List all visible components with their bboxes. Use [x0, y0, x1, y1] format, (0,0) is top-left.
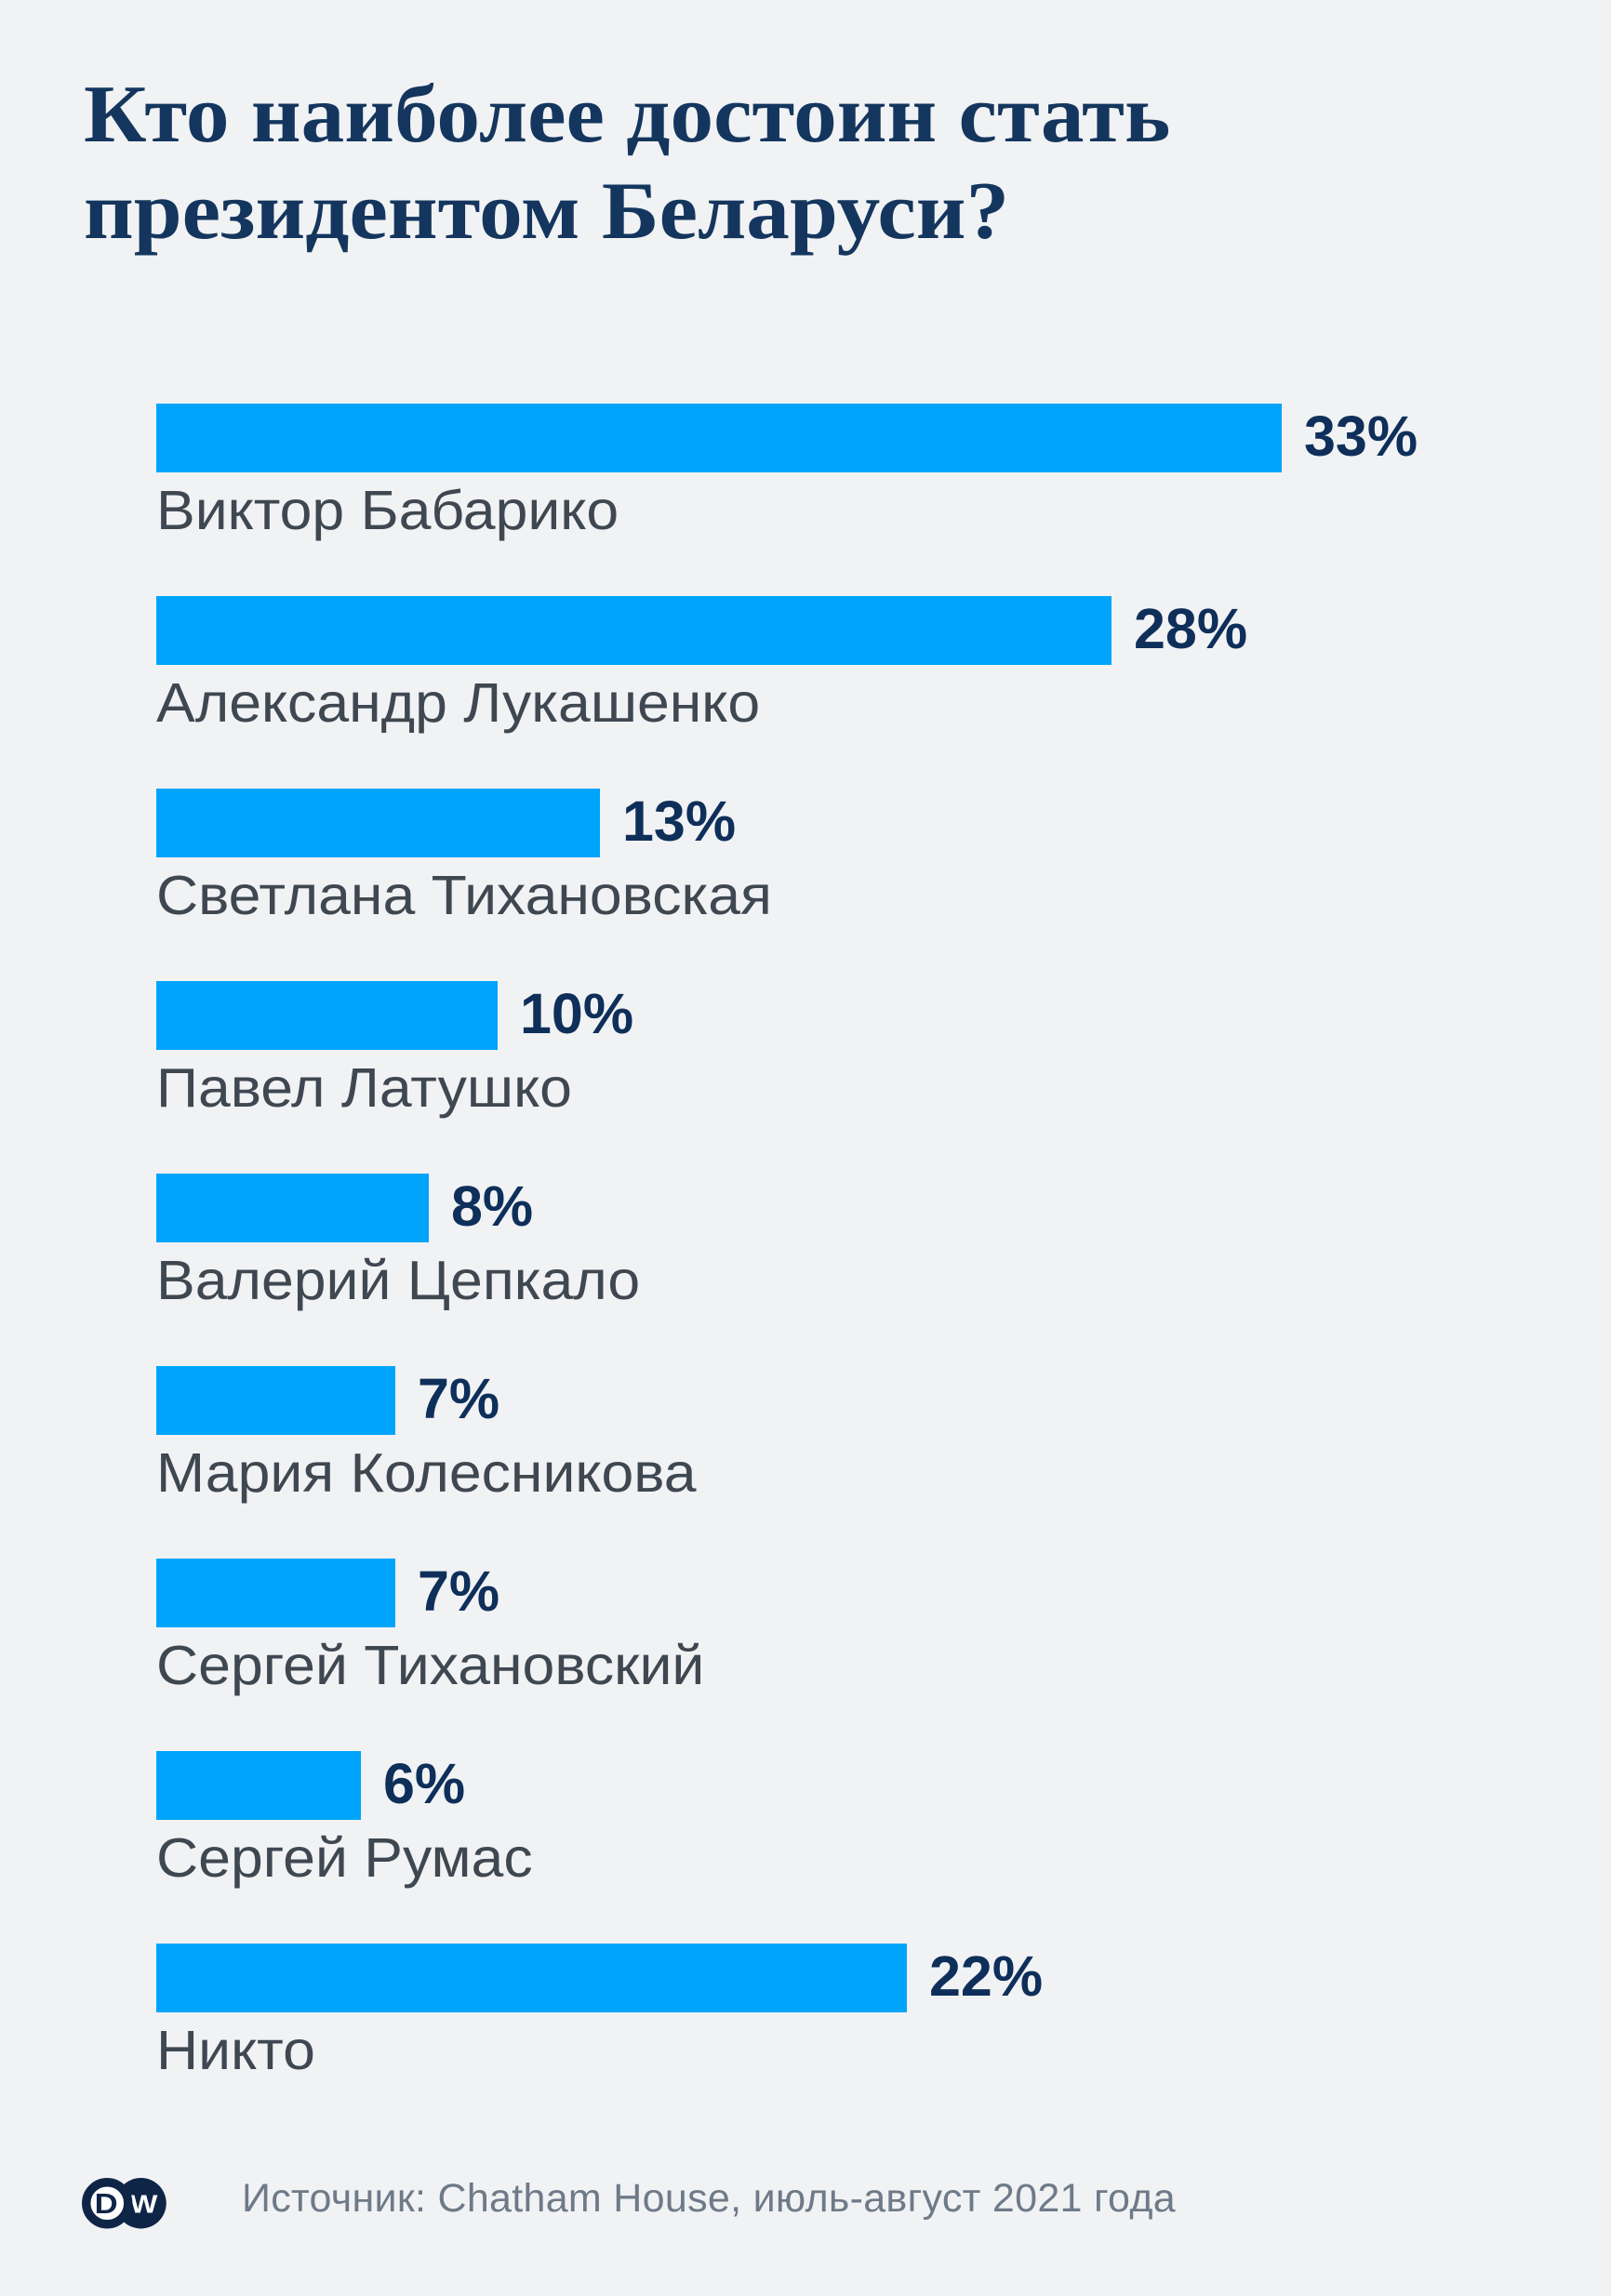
svg-text:D: D: [95, 2187, 118, 2220]
svg-text:W: W: [130, 2190, 158, 2219]
